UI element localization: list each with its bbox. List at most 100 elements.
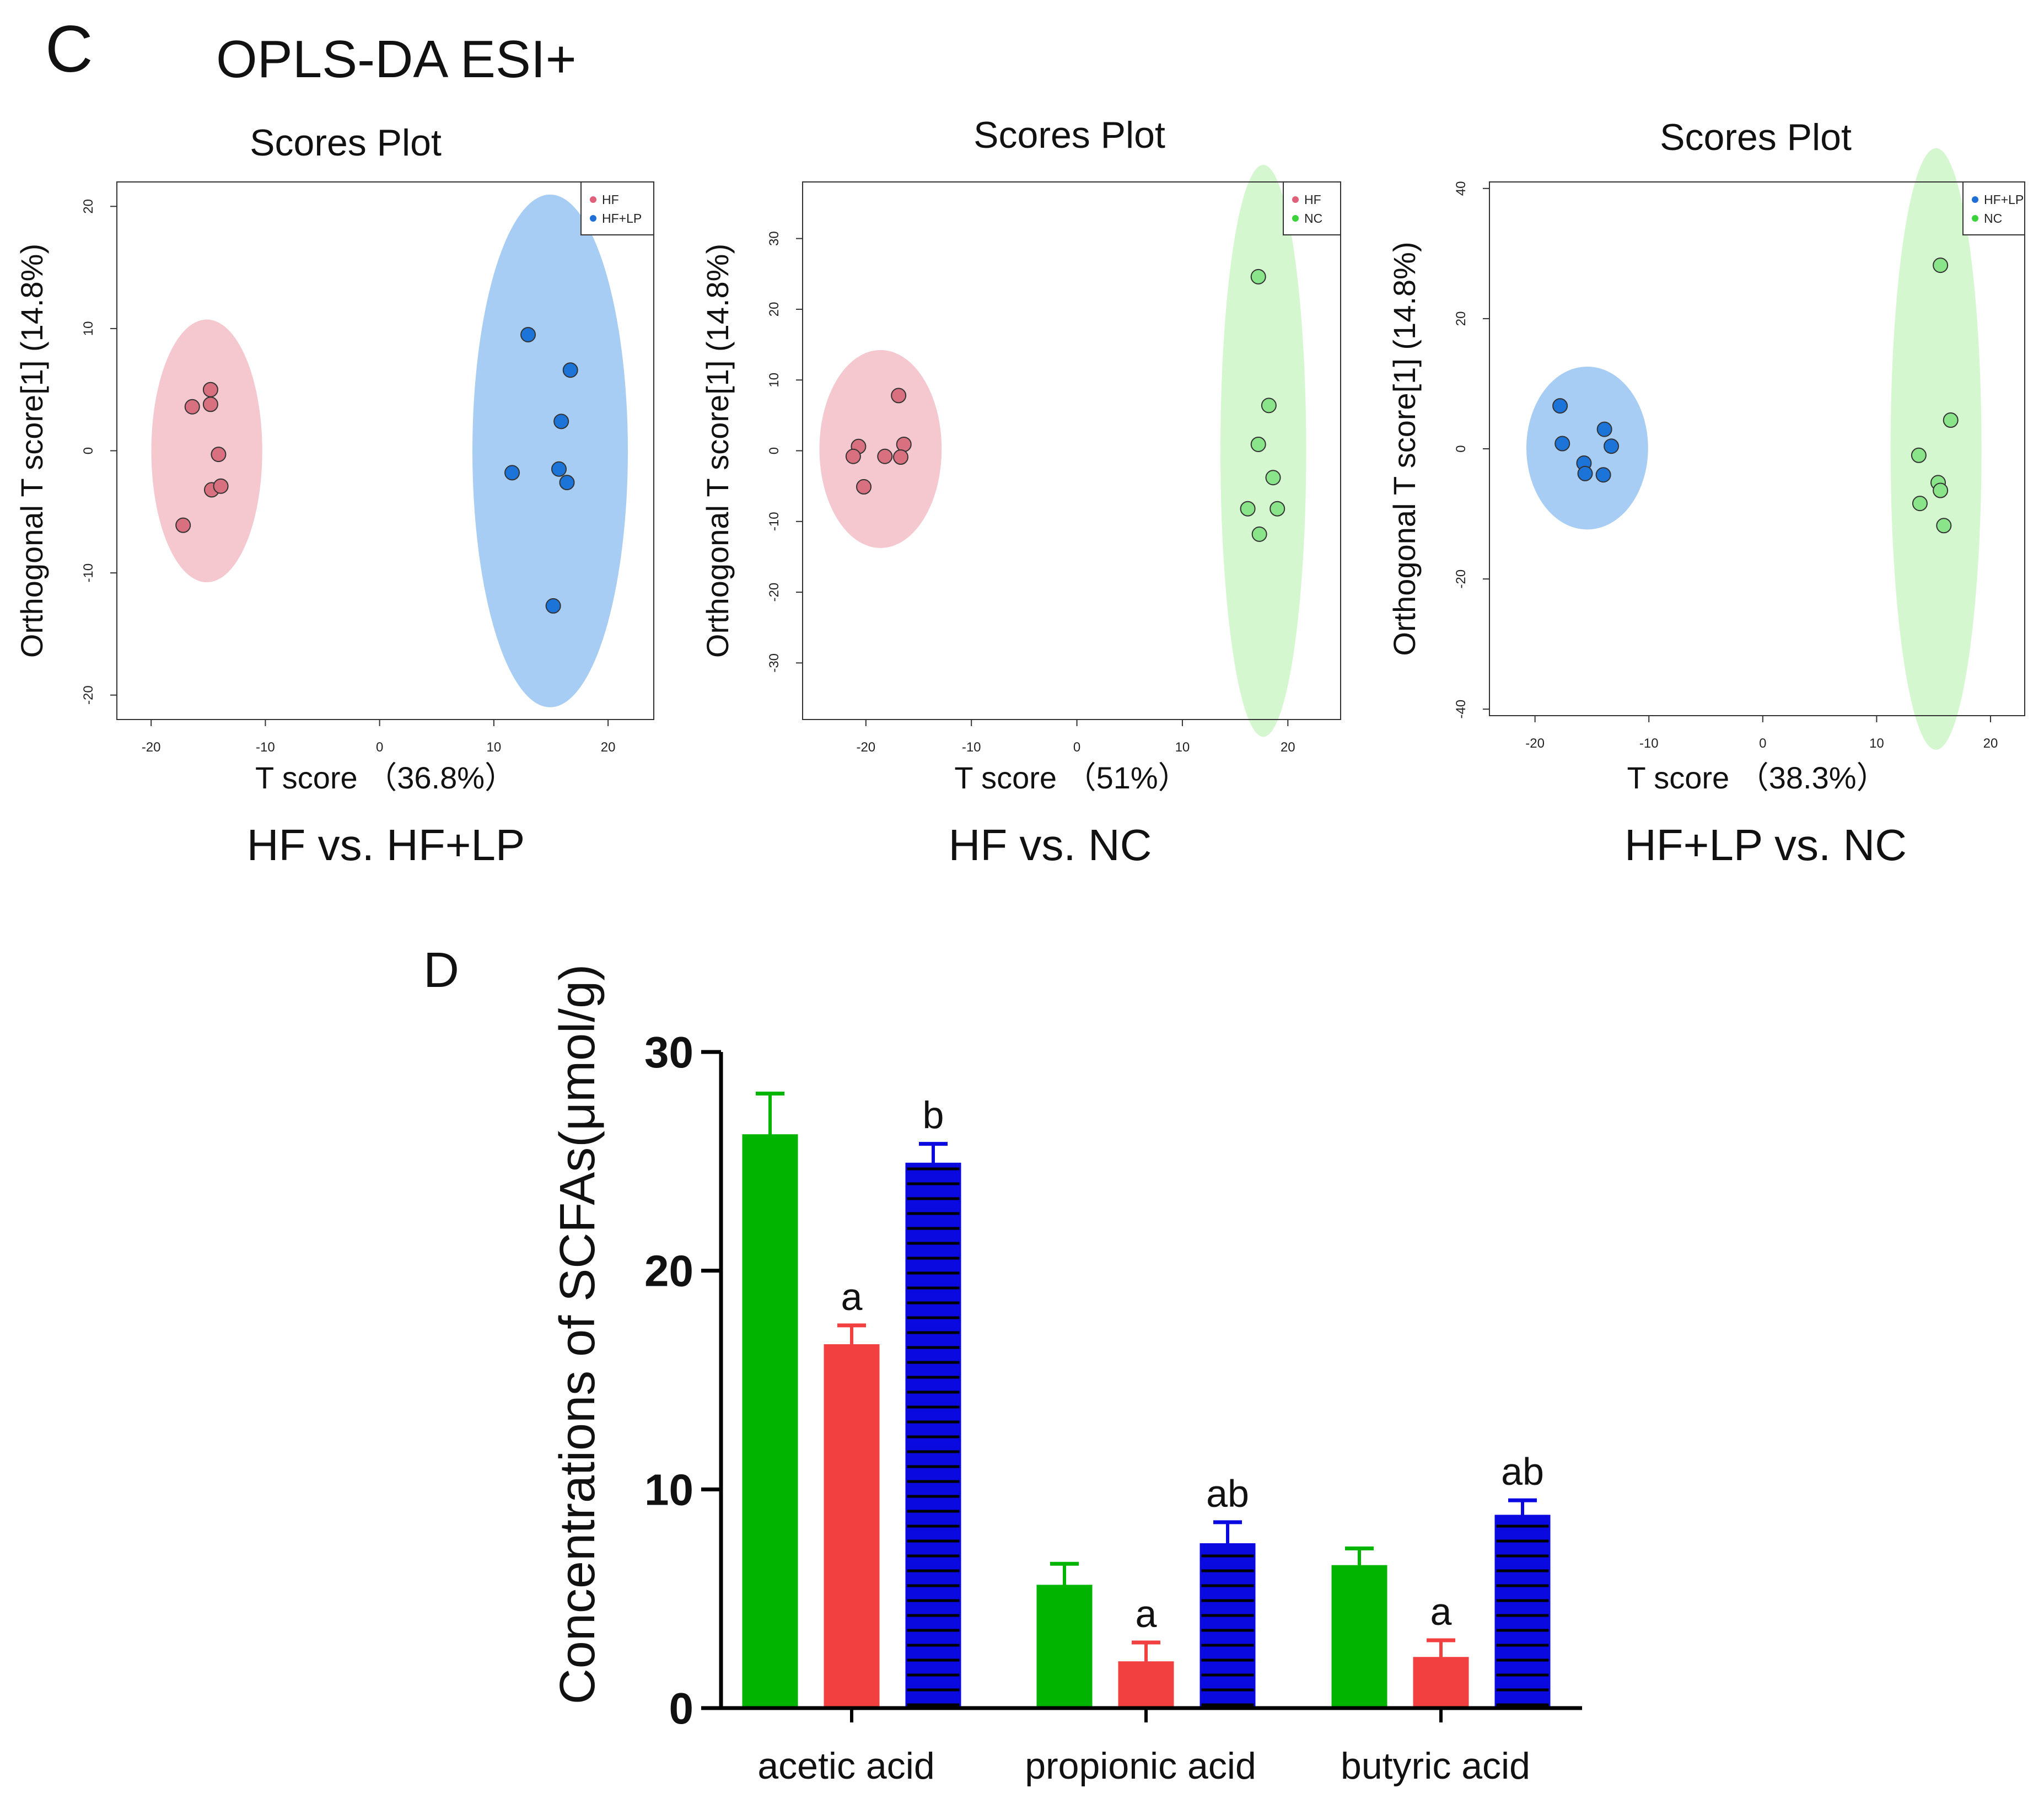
x-tick-label: 10 (487, 740, 502, 755)
plot-title: Scores Plot (973, 114, 1165, 156)
panel-c-letter: C (45, 12, 93, 86)
significance-label: a (841, 1275, 863, 1318)
comparison-label: HF+LP vs. NC (1625, 820, 1907, 869)
significance-label: b (923, 1094, 944, 1137)
data-point-NC (1240, 501, 1256, 517)
data-point-HF+LP (504, 465, 520, 481)
panel-d-letter: D (423, 943, 459, 998)
x-tick-label: 20 (601, 740, 616, 755)
data-point-HF+LP (545, 598, 561, 614)
y-tick-label: 30 (767, 231, 782, 246)
data-point-HF+LP (1577, 465, 1593, 481)
legend-marker-HF (1292, 196, 1299, 203)
bar-NC (1036, 1585, 1093, 1709)
ellipse-HF+LP (1526, 366, 1648, 530)
data-point-NC (1933, 257, 1949, 273)
x-axis-label: T score （51%） (954, 760, 1188, 795)
data-point-HF (175, 517, 191, 533)
score-plot-1: Scores Plot -20 -10 0 10 20 -20 -10 0 10 20 T score… (14, 122, 654, 869)
legend-marker-HF (590, 196, 596, 203)
legend-box (1962, 181, 2025, 235)
category-label: propionic acid (1025, 1745, 1256, 1787)
data-point-HF (202, 396, 218, 412)
x-tick-label: -20 (856, 740, 875, 755)
legend-label: HF (602, 192, 619, 207)
data-point-HF+LP (562, 362, 578, 378)
x-tick-label: 10 (1175, 740, 1190, 755)
significance-label: ab (1206, 1472, 1249, 1515)
data-point-HF+LP (1595, 467, 1611, 483)
x-tick-label: 20 (1281, 740, 1295, 755)
data-point-HF (892, 449, 908, 465)
y-tick-label: -10 (81, 563, 96, 583)
ellipse-HF+LP (472, 194, 628, 707)
data-point-NC (1936, 518, 1952, 534)
legend-marker-NC (1292, 215, 1299, 222)
data-point-NC (1251, 526, 1267, 542)
bar-HF (1118, 1661, 1174, 1709)
data-point-HF (211, 447, 227, 463)
data-point-HF (896, 436, 912, 452)
category-label: acetic acid (757, 1745, 934, 1787)
legend-label: HF+LP (1984, 192, 2024, 207)
y-tick-label: 0 (767, 447, 782, 454)
y-tick-label: -20 (767, 583, 782, 602)
legend-marker-HF+LP (1972, 196, 1978, 203)
data-point-HF (891, 388, 907, 404)
data-point-HF (845, 448, 861, 464)
data-point-HF (856, 479, 872, 495)
y-tick-label: 40 (1454, 181, 1469, 196)
data-point-NC (1250, 269, 1266, 284)
bar-HF+LP (1199, 1543, 1256, 1709)
y-tick-label: 20 (81, 199, 96, 214)
significance-label: ab (1501, 1450, 1544, 1493)
ellipse-NC (1890, 148, 1982, 750)
x-tick-label: -20 (142, 740, 161, 755)
y-axis-label: Orthogonal T score[1] (14.8%) (1387, 241, 1422, 656)
category-label: butyric acid (1341, 1745, 1530, 1787)
y-tick-label: -20 (81, 685, 96, 705)
data-point-NC (1933, 482, 1949, 498)
y-tick-label: 10 (644, 1465, 693, 1514)
y-tick-label: 0 (1454, 445, 1469, 452)
legend-label: NC (1984, 211, 2002, 226)
y-tick-label: 0 (669, 1684, 694, 1733)
bar-HF+LP (1494, 1515, 1551, 1709)
legend-label: HF+LP (602, 211, 642, 226)
x-axis-label: T score （36.8%） (255, 760, 515, 795)
score-plot-2: Scores Plot -20 -10 0 10 20 -30 -20 -10 0 10 20 30 T … (700, 114, 1341, 869)
data-point-HF (184, 399, 200, 415)
legend-label: NC (1304, 211, 1322, 226)
ellipse-HF (151, 319, 262, 583)
data-point-NC (1250, 436, 1266, 452)
y-tick-label: 0 (81, 447, 96, 454)
data-point-HF+LP (1596, 421, 1612, 437)
data-point-HF+LP (520, 326, 536, 342)
x-tick-label: 0 (1759, 736, 1766, 751)
y-tick-label: 10 (81, 321, 96, 336)
y-tick-label: 10 (767, 373, 782, 388)
y-axis-label: Orthogonal T score[1] (14.8%) (700, 244, 735, 658)
y-axis-label: Orthogonal T score[1] (14.8%) (14, 244, 49, 658)
legend-box (580, 181, 654, 235)
data-point-HF+LP (551, 461, 567, 477)
comparison-label: HF vs. HF+LP (247, 820, 525, 869)
ellipse-NC (1220, 164, 1306, 737)
data-point-NC (1911, 447, 1927, 463)
y-tick-label: -30 (767, 653, 782, 673)
y-axis-label: Concentrations of SCFAs(μmol/g) (550, 964, 605, 1704)
x-tick-label: -10 (962, 740, 981, 755)
x-tick-label: 0 (1073, 740, 1080, 755)
x-tick-label: -10 (256, 740, 275, 755)
legend-box (1283, 181, 1341, 235)
data-point-NC (1261, 398, 1277, 414)
y-tick-label: -20 (1454, 570, 1469, 589)
x-tick-label: -20 (1525, 736, 1545, 751)
legend-label: HF (1304, 192, 1321, 207)
data-point-HF+LP (1604, 438, 1620, 454)
y-tick-label: 20 (644, 1247, 693, 1296)
y-tick-label: -10 (767, 512, 782, 531)
score-plot-3: Scores Plot -20 -10 0 10 20 -40 -20 0 20 40 T score… (1387, 116, 2025, 869)
